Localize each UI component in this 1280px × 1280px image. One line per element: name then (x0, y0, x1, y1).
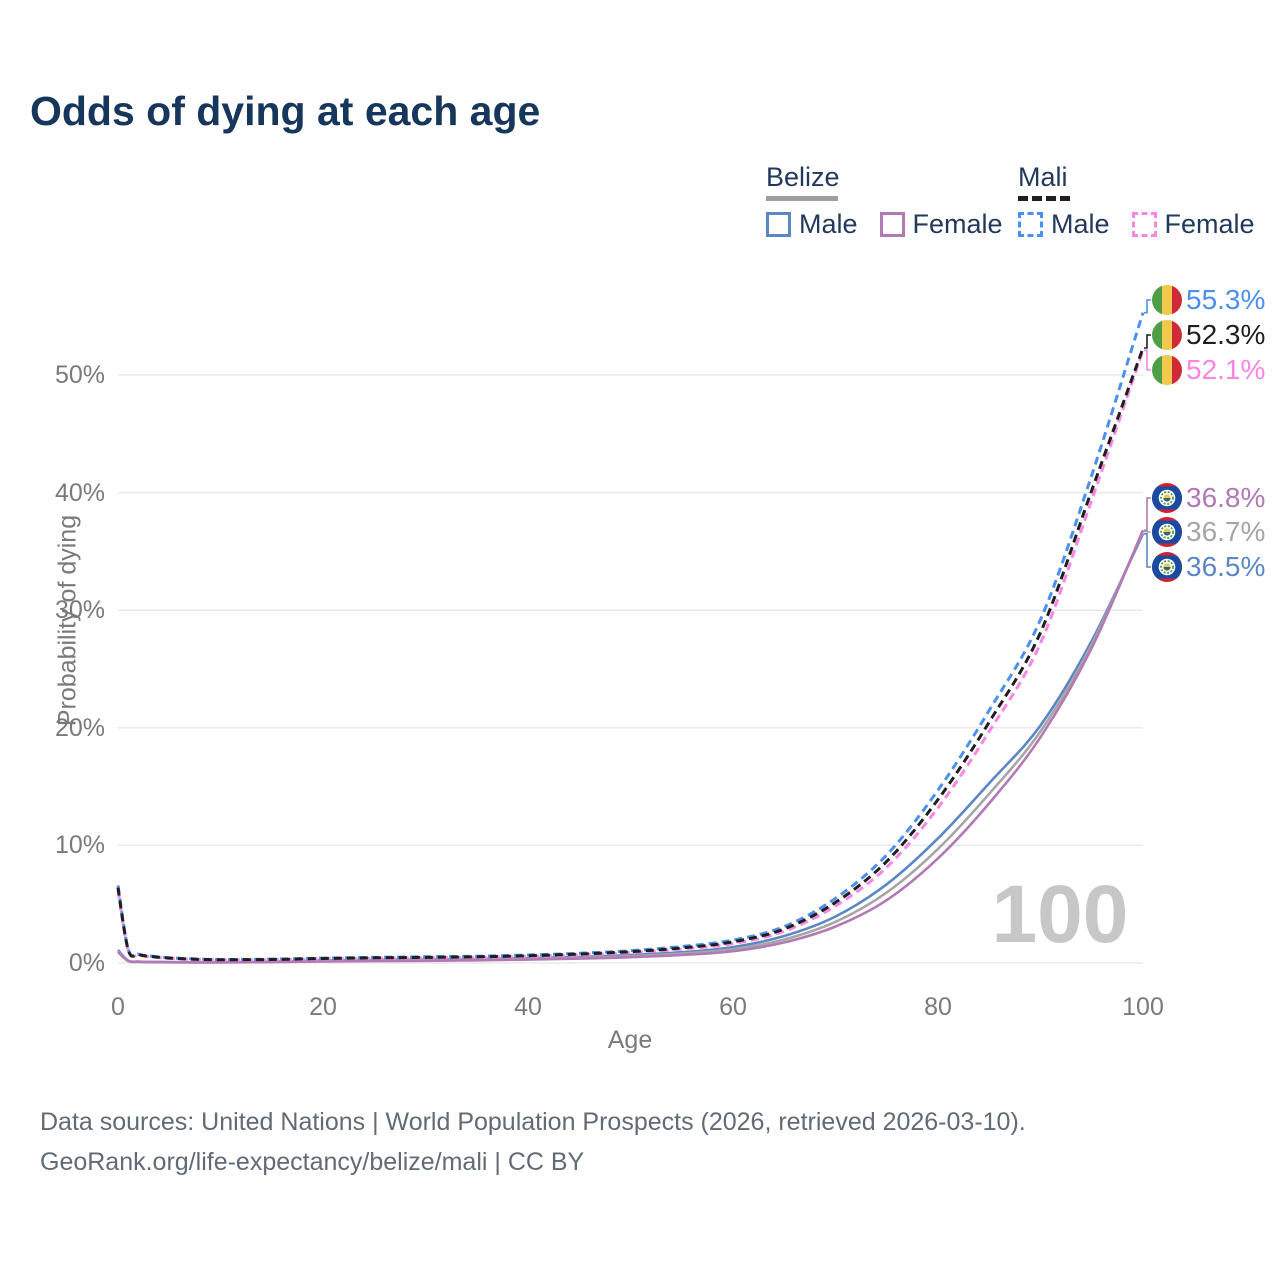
end-label-mali_female: 52.1% (1186, 354, 1266, 385)
x-tick-label: 100 (1122, 993, 1164, 1021)
series-lines (116, 312, 1145, 964)
end-label-connector-mali_total (1144, 334, 1151, 349)
end-label-belize_male: 36.5% (1186, 551, 1266, 582)
legend-label-belize-female: Female (912, 209, 1003, 239)
series-line-mali_female (116, 349, 1145, 962)
belize-flag-icon (1152, 552, 1182, 582)
y-axis-title: Probability of dying (53, 514, 82, 727)
y-tick-label: 20% (54, 713, 105, 742)
end-label-flags (1152, 285, 1182, 582)
end-label-mali_male: 55.3% (1186, 284, 1266, 315)
legend-label-belize-male: Male (799, 209, 858, 239)
legend-underline-mali-dashed (1018, 196, 1070, 201)
x-tick-label: 60 (719, 993, 747, 1021)
y-tick-label: 0% (68, 949, 105, 977)
legend-header-mali: Mali (1018, 162, 1068, 192)
legend-item-mali-male[interactable]: Male (1018, 209, 1110, 240)
legend-items-belize: Male Female (766, 209, 1003, 240)
x-tick-label: 80 (924, 993, 952, 1021)
legend-underline-belize-solid (766, 196, 838, 201)
footer-license-line: GeoRank.org/life-expectancy/belize/mali … (40, 1148, 585, 1176)
x-axis-title: Age (607, 1026, 653, 1054)
legend-item-mali-female[interactable]: Female (1131, 209, 1255, 240)
legend-label-mali-male: Male (1051, 209, 1110, 239)
end-label-connectors (1144, 299, 1151, 568)
end-label-belize_total: 36.7% (1186, 516, 1266, 547)
belize-female-swatch-icon (879, 212, 905, 237)
end-label-connector-belize_total (1144, 530, 1151, 533)
legend-group-mali: Mali Male Female (1018, 162, 1255, 240)
x-tick-label: 0 (111, 993, 125, 1021)
y-tick-label: 40% (54, 478, 105, 507)
legend-item-belize-male[interactable]: Male (766, 209, 858, 240)
mali-flag-icon (1152, 285, 1182, 315)
page-title: Odds of dying at each age (30, 88, 541, 134)
belize-flag-icon (1152, 483, 1182, 513)
x-tick-label: 20 (309, 993, 337, 1021)
x-tick-label: 40 (514, 993, 542, 1021)
end-label-connector-mali_male (1144, 299, 1151, 314)
end-label-mali_total: 52.3% (1186, 319, 1266, 350)
belize-male-swatch-icon (766, 212, 791, 237)
y-tick-label: 30% (54, 596, 105, 625)
end-label-connector-belize_male (1144, 533, 1151, 568)
series-line-belize_female (117, 529, 1145, 964)
footer-source-line: Data sources: United Nations | World Pop… (40, 1108, 1026, 1136)
y-tick-label: 50% (54, 361, 105, 389)
legend-item-belize-female[interactable]: Female (879, 209, 1003, 240)
legend-header-belize: Belize (766, 162, 840, 192)
end-label-connector-mali_female (1144, 349, 1151, 371)
mali-male-swatch-icon (1018, 212, 1043, 237)
legend-group-belize: Belize Male Female (766, 162, 1003, 240)
legend-items-mali: Male Female (1018, 209, 1255, 240)
mali-flag-icon (1152, 320, 1182, 350)
end-label-belize_female: 36.8% (1186, 482, 1266, 513)
watermark-age-counter: 100 (991, 869, 1129, 960)
legend-label-mali-female: Female (1164, 209, 1255, 239)
mali-female-swatch-icon (1131, 212, 1157, 237)
mali-flag-icon (1152, 355, 1182, 385)
series-line-mali_male (116, 312, 1145, 961)
end-label-connector-belize_female (1144, 497, 1151, 531)
y-tick-label: 10% (54, 831, 105, 860)
belize-flag-icon (1152, 517, 1182, 547)
